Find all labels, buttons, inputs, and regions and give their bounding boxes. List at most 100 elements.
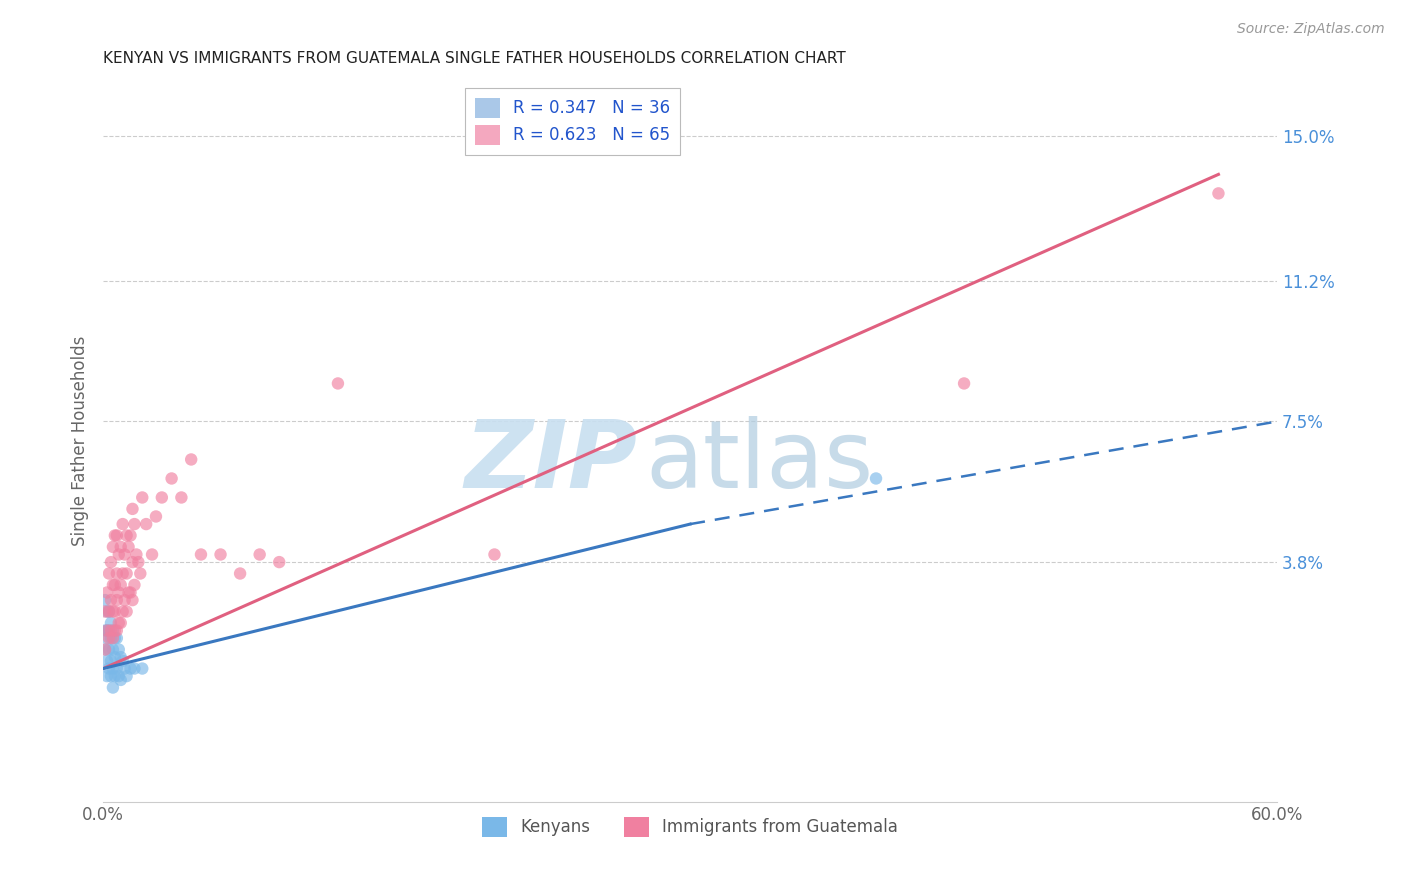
Point [111, 654, 134, 668]
Point [120, 661, 142, 675]
Point [121, 501, 143, 516]
Point [141, 548, 163, 562]
Point [124, 661, 146, 675]
Point [107, 585, 129, 599]
Legend: Kenyans, Immigrants from Guatemala: Kenyans, Immigrants from Guatemala [475, 810, 904, 844]
Point [96, 624, 118, 638]
Point [110, 673, 132, 687]
Point [101, 661, 124, 675]
Point [115, 566, 138, 581]
Point [111, 605, 134, 619]
Point [209, 548, 232, 562]
Text: atlas: atlas [645, 417, 873, 508]
Point [180, 452, 202, 467]
Point [94, 593, 117, 607]
Point [104, 528, 127, 542]
Point [104, 578, 127, 592]
Point [105, 566, 128, 581]
Point [124, 517, 146, 532]
Point [105, 528, 128, 542]
Point [105, 661, 128, 675]
Point [111, 566, 134, 581]
Point [110, 578, 132, 592]
Point [101, 605, 124, 619]
Point [129, 566, 152, 581]
Point [105, 631, 128, 645]
Point [953, 376, 976, 391]
Point [111, 517, 134, 532]
Point [100, 593, 122, 607]
Point [98, 566, 121, 581]
Point [101, 624, 124, 638]
Point [104, 605, 127, 619]
Point [121, 555, 143, 569]
Point [94, 642, 117, 657]
Point [101, 681, 124, 695]
Point [115, 528, 138, 542]
Point [98, 631, 121, 645]
Point [124, 578, 146, 592]
Point [115, 669, 138, 683]
Point [120, 585, 142, 599]
Point [104, 650, 127, 665]
Point [98, 605, 121, 619]
Point [865, 471, 887, 485]
Point [94, 605, 117, 619]
Point [100, 631, 122, 645]
Point [107, 642, 129, 657]
Point [100, 615, 122, 630]
Point [326, 376, 349, 391]
Point [96, 654, 118, 668]
Point [100, 654, 122, 668]
Point [94, 642, 117, 657]
Y-axis label: Single Father Households: Single Father Households [72, 335, 89, 546]
Point [150, 491, 173, 505]
Point [107, 669, 129, 683]
Point [107, 548, 129, 562]
Point [101, 540, 124, 554]
Point [100, 624, 122, 638]
Point [101, 631, 124, 645]
Point [135, 517, 157, 532]
Point [120, 528, 142, 542]
Point [98, 661, 121, 675]
Text: ZIP: ZIP [464, 417, 637, 508]
Point [104, 669, 127, 683]
Point [96, 605, 118, 619]
Point [110, 650, 132, 665]
Point [96, 585, 118, 599]
Point [131, 491, 153, 505]
Point [110, 540, 132, 554]
Point [117, 585, 139, 599]
Point [96, 624, 118, 638]
Point [127, 555, 149, 569]
Point [101, 642, 124, 657]
Point [229, 566, 252, 581]
Point [114, 593, 136, 607]
Point [125, 548, 148, 562]
Point [100, 669, 122, 683]
Point [105, 624, 128, 638]
Point [117, 540, 139, 554]
Point [98, 605, 121, 619]
Point [101, 578, 124, 592]
Text: KENYAN VS IMMIGRANTS FROM GUATEMALA SINGLE FATHER HOUSEHOLDS CORRELATION CHART: KENYAN VS IMMIGRANTS FROM GUATEMALA SING… [103, 51, 846, 66]
Point [98, 642, 121, 657]
Point [484, 548, 506, 562]
Point [249, 548, 271, 562]
Point [190, 548, 212, 562]
Point [1208, 186, 1230, 201]
Point [96, 669, 118, 683]
Point [104, 631, 127, 645]
Point [110, 615, 132, 630]
Point [145, 509, 167, 524]
Point [114, 661, 136, 675]
Point [107, 615, 129, 630]
Point [115, 605, 138, 619]
Point [170, 491, 193, 505]
Point [160, 471, 183, 485]
Point [98, 624, 121, 638]
Point [104, 624, 127, 638]
Point [96, 631, 118, 645]
Text: Source: ZipAtlas.com: Source: ZipAtlas.com [1237, 22, 1385, 37]
